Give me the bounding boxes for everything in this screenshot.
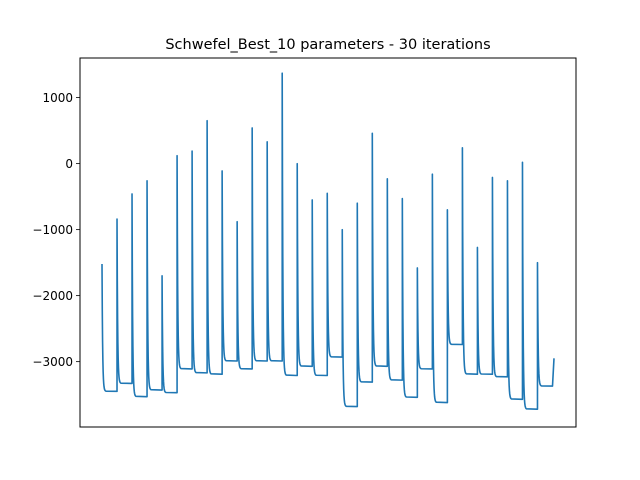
y-tick-label: 0 [65,157,73,171]
y-tick-label: 1000 [42,91,73,105]
series-line [101,72,555,410]
chart-title: Schwefel_Best_10 parameters - 30 iterati… [165,37,490,53]
y-tick-label: −2000 [32,289,73,303]
y-tick-label: −3000 [32,355,73,369]
y-axis: 1000 0 −1000 −2000 −3000 [32,91,80,369]
plot-frame [79,57,577,428]
y-tick-label: −1000 [32,223,73,237]
series-layer [101,72,555,410]
